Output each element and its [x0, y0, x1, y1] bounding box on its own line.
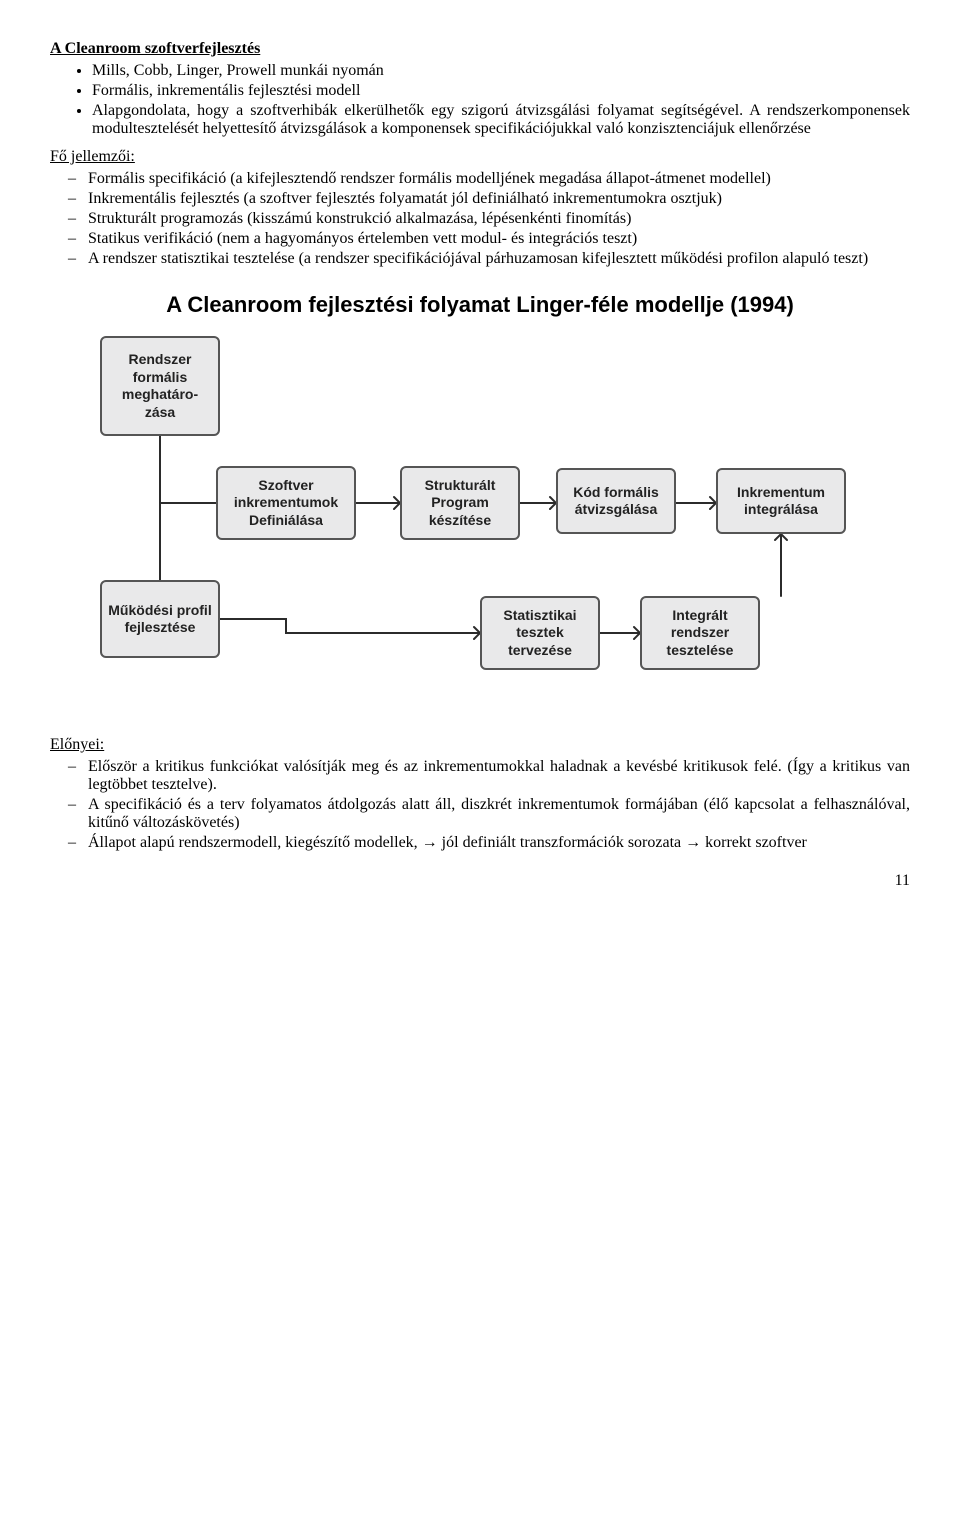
- advantage-item: Először a kritikus funkciókat valósítják…: [88, 758, 910, 794]
- feature-item: Statikus verifikáció (nem a hagyományos …: [88, 230, 910, 248]
- advantage-item: Állapot alapú rendszermodell, kiegészítő…: [88, 834, 910, 852]
- feature-item: Strukturált programozás (kisszámú konstr…: [88, 210, 910, 228]
- advantage-item: A specifikáció és a terv folyamatos átdo…: [88, 796, 910, 832]
- flowchart-node: Működési profil fejlesztése: [100, 580, 220, 658]
- flowchart-node: Strukturált Program készítése: [400, 466, 520, 540]
- advantages-label: Előnyei:: [50, 736, 910, 754]
- diagram-title: A Cleanroom fejlesztési folyamat Linger-…: [50, 292, 910, 318]
- flowchart: Rendszer formális meghatáro-zása Szoftver…: [100, 336, 860, 696]
- flowchart-node: Szoftver inkrementumok Definiálása: [216, 466, 356, 540]
- intro-item: Alapgondolata, hogy a szoftverhibák elke…: [92, 102, 910, 138]
- features-label: Fő jellemzői:: [50, 148, 910, 166]
- page-heading: A Cleanroom szoftverfejlesztés: [50, 40, 910, 58]
- flowchart-node: Integrált rendszer tesztelése: [640, 596, 760, 670]
- intro-list: Mills, Cobb, Linger, Prowell munkái nyom…: [50, 62, 910, 138]
- flowchart-node: Inkrementum integrálása: [716, 468, 846, 534]
- intro-item: Mills, Cobb, Linger, Prowell munkái nyom…: [92, 62, 910, 80]
- feature-item: Inkrementális fejlesztés (a szoftver fej…: [88, 190, 910, 208]
- intro-item: Formális, inkrementális fejlesztési mode…: [92, 82, 910, 100]
- feature-item: A rendszer statisztikai tesztelése (a re…: [88, 250, 910, 268]
- flowchart-node: Kód formális átvizsgálása: [556, 468, 676, 534]
- flowchart-node: Statisztikai tesztek tervezése: [480, 596, 600, 670]
- features-list: Formális specifikáció (a kifejlesztendő …: [50, 170, 910, 268]
- feature-item: Formális specifikáció (a kifejlesztendő …: [88, 170, 910, 188]
- advantages-list: Először a kritikus funkciókat valósítják…: [50, 758, 910, 852]
- page-number: 11: [50, 872, 910, 890]
- flowchart-node: Rendszer formális meghatáro-zása: [100, 336, 220, 436]
